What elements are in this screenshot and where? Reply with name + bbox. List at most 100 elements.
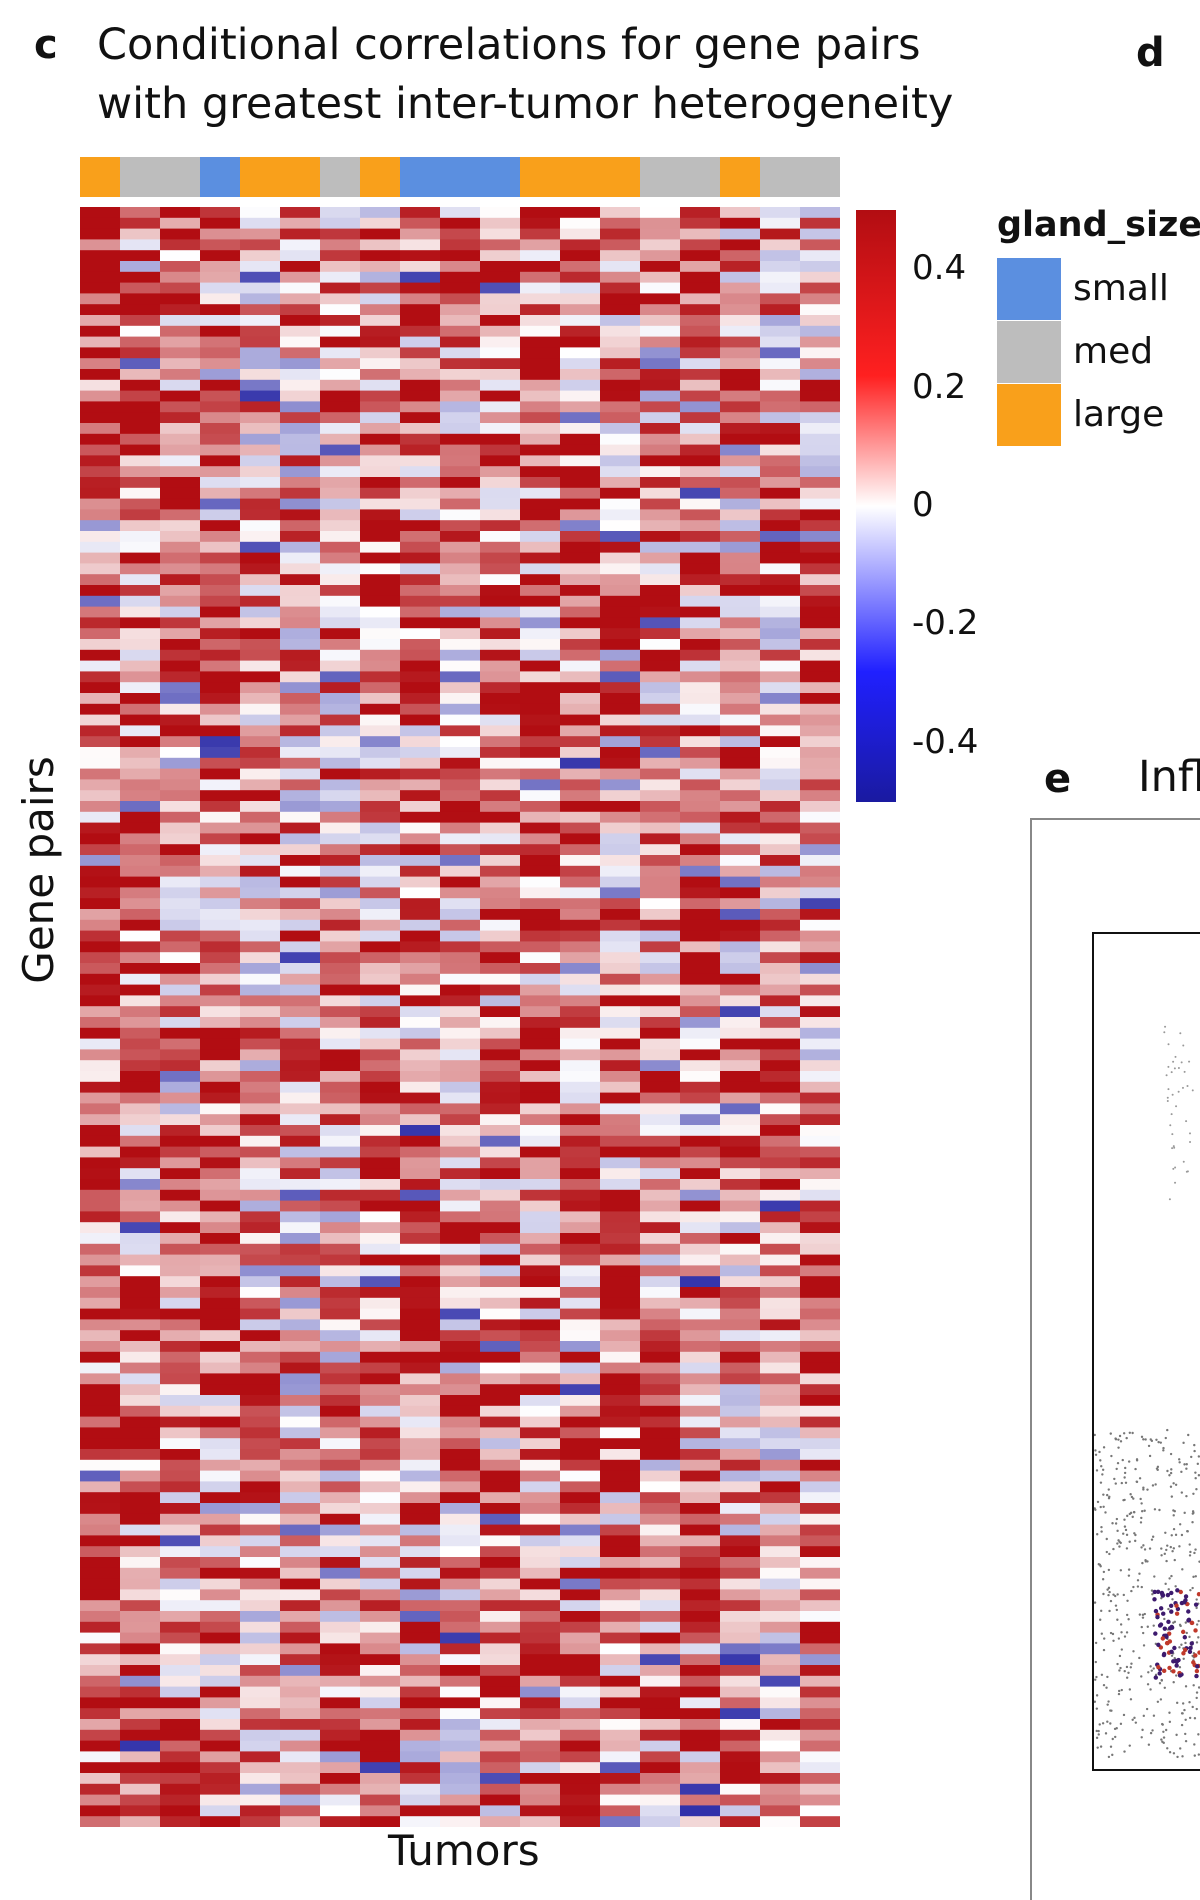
scatter-point: [1127, 1460, 1131, 1463]
heatmap-cell: [600, 1049, 641, 1061]
heatmap-cell: [200, 336, 241, 348]
heatmap-cell: [600, 855, 641, 867]
heatmap-cell: [760, 865, 801, 877]
heatmap-cell: [760, 1233, 801, 1245]
heatmap-cell: [600, 1200, 641, 1212]
heatmap-cell: [680, 833, 721, 845]
scatter-point: [1173, 1146, 1176, 1149]
heatmap-cell: [800, 1038, 840, 1050]
scatter-point: [1181, 1568, 1184, 1571]
scatter-point: [1114, 1735, 1117, 1739]
heatmap-cell: [560, 1189, 601, 1201]
heatmap-cell: [120, 984, 161, 996]
heatmap-cell: [520, 412, 561, 424]
heatmap-cell: [160, 1416, 201, 1428]
heatmap-cell: [160, 1362, 201, 1374]
heatmap-cell: [800, 963, 840, 975]
heatmap-cell: [80, 919, 121, 931]
heatmap-cell: [560, 1600, 601, 1612]
heatmap-cell: [120, 1416, 161, 1428]
heatmap-cell: [360, 1449, 401, 1461]
heatmap-cell: [80, 1038, 121, 1050]
heatmap-cell: [320, 1481, 361, 1493]
heatmap-cell: [80, 336, 121, 348]
heatmap-cell: [120, 1729, 161, 1741]
heatmap-cell: [200, 1492, 241, 1504]
scatter-point: [1156, 1465, 1160, 1469]
heatmap-cell: [680, 682, 721, 694]
heatmap-cell: [760, 1675, 801, 1687]
heatmap-cell: [120, 1125, 161, 1137]
heatmap-cell: [520, 1049, 561, 1061]
heatmap-cell: [400, 401, 441, 413]
heatmap-cell: [320, 1276, 361, 1288]
scatter-point: [1101, 1473, 1104, 1476]
heatmap-cell: [600, 1373, 641, 1385]
heatmap-cell: [320, 1438, 361, 1450]
heatmap-cell: [640, 790, 681, 802]
heatmap-cell: [280, 1200, 321, 1212]
heatmap-cell: [160, 1578, 201, 1590]
heatmap-cell: [560, 898, 601, 910]
scatter-point: [1102, 1592, 1105, 1596]
heatmap-cell: [760, 509, 801, 521]
heatmap-cell: [680, 509, 721, 521]
heatmap-cell: [360, 790, 401, 802]
heatmap-cell: [160, 757, 201, 769]
heatmap-cell: [680, 1243, 721, 1255]
heatmap-cell: [200, 844, 241, 856]
heatmap-cell: [160, 1611, 201, 1623]
heatmap-cell: [280, 358, 321, 370]
heatmap-cell: [120, 282, 161, 294]
heatmap-cell: [360, 1513, 401, 1525]
heatmap-cell: [160, 1125, 201, 1137]
heatmap-cell: [560, 1686, 601, 1698]
heatmap-cell: [360, 1729, 401, 1741]
heatmap-cell: [240, 520, 281, 532]
scatter-point: [1116, 1618, 1119, 1621]
heatmap-cell: [120, 1675, 161, 1687]
scatter-point: [1193, 1754, 1196, 1757]
heatmap-cell: [560, 1524, 601, 1536]
heatmap-cell: [440, 930, 481, 942]
heatmap-cell: [360, 239, 401, 251]
heatmap-cell: [800, 1729, 840, 1741]
heatmap-cell: [480, 1665, 521, 1677]
heatmap-cell: [120, 1438, 161, 1450]
scatter-point: [1182, 1160, 1185, 1163]
heatmap-cell: [520, 379, 561, 391]
heatmap-cell: [560, 909, 601, 921]
heatmap-cell: [280, 498, 321, 510]
heatmap-cell: [160, 1816, 201, 1827]
scatter-point: [1168, 1198, 1171, 1201]
scatter-point: [1159, 1441, 1162, 1444]
heatmap-cell: [240, 282, 281, 294]
heatmap-cell: [120, 660, 161, 672]
scatter-point: [1116, 1662, 1119, 1666]
heatmap-cell: [440, 1222, 481, 1234]
heatmap-cell: [520, 325, 561, 337]
heatmap-cell: [600, 887, 641, 899]
heatmap-cell: [280, 1762, 321, 1774]
heatmap-cell: [800, 585, 840, 597]
heatmap-cell: [720, 552, 761, 564]
heatmap-cell: [680, 1146, 721, 1158]
heatmap-cell: [600, 714, 641, 726]
scatter-point: [1139, 1497, 1142, 1501]
scatter-point: [1187, 1433, 1190, 1437]
heatmap-cell: [800, 1805, 840, 1817]
heatmap-cell: [440, 725, 481, 737]
heatmap-cell: [200, 358, 241, 370]
heatmap-cell: [200, 1135, 241, 1147]
heatmap-cell: [360, 455, 401, 467]
heatmap-cell: [720, 725, 761, 737]
heatmap-cell: [640, 1783, 681, 1795]
heatmap-cell: [200, 1762, 241, 1774]
heatmap-cell: [760, 639, 801, 651]
heatmap-cell: [560, 628, 601, 640]
heatmap-cell: [480, 304, 521, 316]
heatmap-cell: [800, 865, 840, 877]
heatmap-cell: [440, 941, 481, 953]
heatmap-cell: [680, 358, 721, 370]
heatmap-cell: [120, 1794, 161, 1806]
